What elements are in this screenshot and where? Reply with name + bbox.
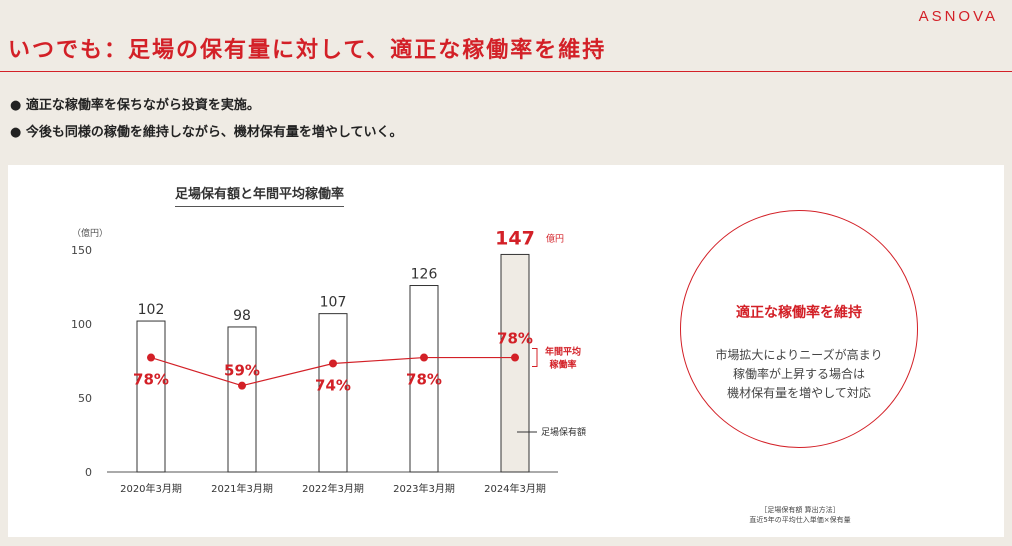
rate-value-label: 78% [133, 371, 169, 389]
rate-point [238, 381, 246, 390]
brand-logo: ASNOVA [918, 8, 998, 25]
y-tick-label: 150 [71, 244, 92, 257]
bullet-list: ● 適正な稼働率を保ちながら投資を実施。 ● 今後も同様の稼働を維持しながら、機… [10, 96, 402, 150]
line-label: 稼働率 [549, 359, 576, 371]
rate-value-label: 78% [497, 330, 533, 348]
rate-point [511, 353, 519, 362]
rate-value-label: 78% [406, 371, 442, 389]
y-tick-label: 100 [71, 318, 92, 331]
x-tick-label: 2022年3月期 [302, 482, 364, 495]
page-title: いつでも：足場の保有量に対して、適正な稼働率を維持 [8, 38, 607, 63]
line-label: 年間平均 [545, 346, 581, 358]
callout-line: 市場拡大によりニーズが高まり [715, 348, 883, 362]
footnote: ［足場保有額 算出方法］ 直近5年の平均仕入単価×保有量 [700, 505, 900, 525]
y-tick-label: 50 [78, 392, 92, 405]
bar [318, 313, 348, 473]
bar [500, 253, 530, 473]
bar-legend-label: 足場保有額 [541, 426, 586, 438]
footnote-label: ［足場保有額 算出方法］ [760, 506, 840, 514]
callout-title: 適正な稼働率を維持 [736, 305, 862, 321]
rate-value-label: 74% [315, 376, 351, 394]
footnote-text: 直近5年の平均仕入単価×保有量 [749, 516, 851, 524]
x-tick-label: 2021年3月期 [211, 482, 273, 495]
callout-line: 稼働率が上昇する場合は [732, 367, 865, 381]
bar-value-label: 126 [411, 267, 438, 283]
bar-value-label: 107 [320, 295, 347, 311]
bullet-item: ● 適正な稼働率を保ちながら投資を実施。 [10, 98, 260, 113]
x-tick-label: 2023年3月期 [393, 482, 455, 495]
callout-body: 市場拡大によりニーズが高まり 稼働率が上昇する場合は 機材保有量を増やして対応 [680, 346, 918, 403]
line-label-bracket [532, 348, 538, 368]
bar [227, 326, 257, 473]
title-divider [0, 71, 1012, 72]
bar-value-label: 98 [233, 308, 251, 324]
bar [136, 320, 166, 473]
callout-line: 機材保有量を増やして対応 [727, 386, 871, 400]
rate-value-label: 59% [224, 362, 260, 380]
rate-point [147, 353, 155, 362]
bar [409, 285, 439, 473]
y-axis-unit: （億円） [72, 227, 108, 239]
chart-title: 足場保有額と年間平均稼働率 [175, 183, 345, 207]
rate-point [420, 353, 428, 362]
rate-point [329, 359, 337, 368]
bar-value-label: 147 [495, 227, 535, 249]
bar-unit-label: 億円 [546, 232, 564, 244]
x-tick-label: 2024年3月期 [484, 482, 546, 495]
x-tick-label: 2020年3月期 [120, 482, 182, 495]
bar-value-label: 102 [138, 302, 165, 318]
bullet-item: ● 今後も同様の稼働を維持しながら、機材保有量を増やしていく。 [10, 125, 403, 140]
callout-circle [680, 210, 918, 448]
y-tick-label: 0 [85, 466, 92, 479]
